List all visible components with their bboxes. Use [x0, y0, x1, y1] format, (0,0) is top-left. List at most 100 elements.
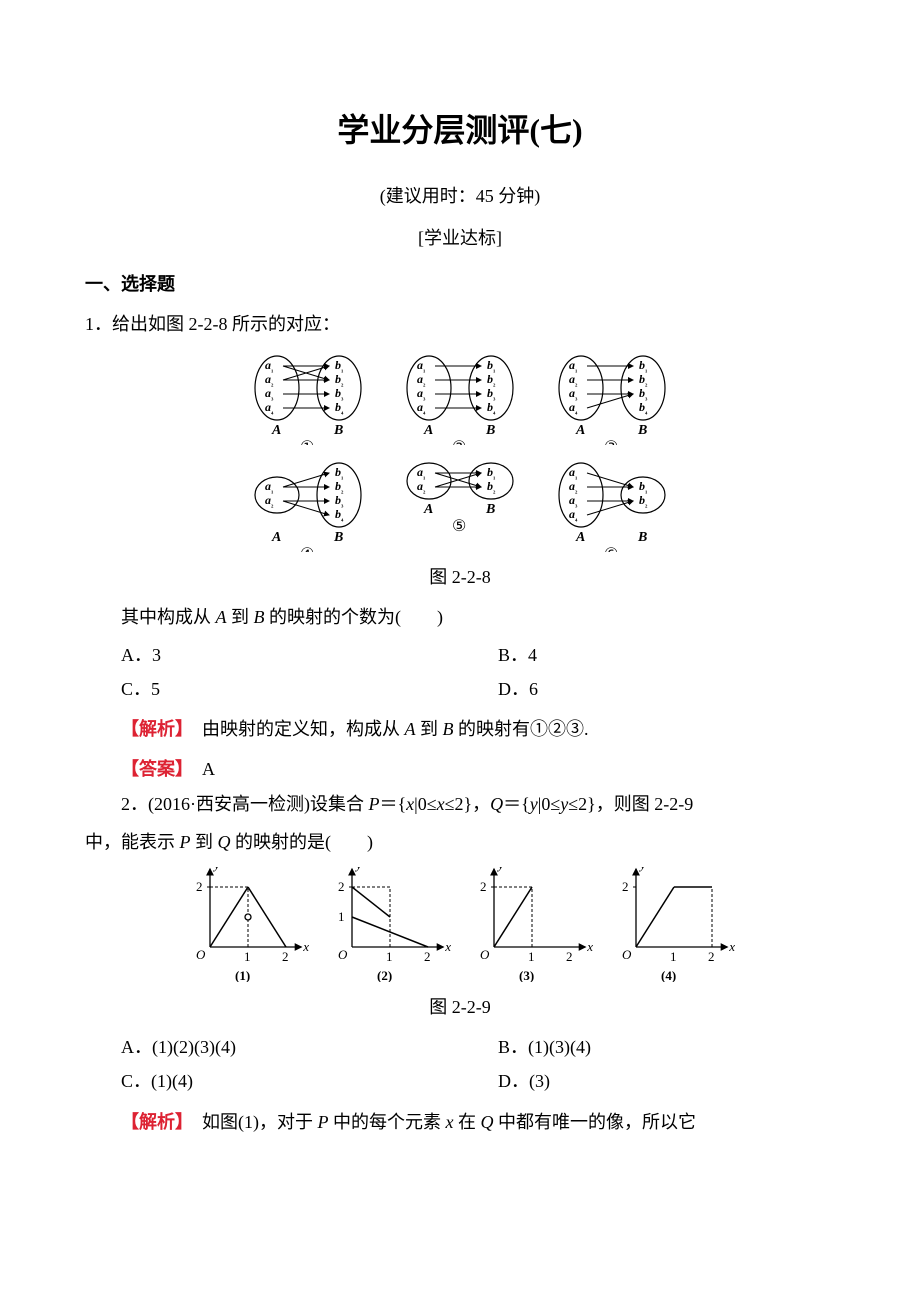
svg-text:a₄: a₄	[569, 400, 578, 415]
svg-text:B: B	[333, 530, 343, 545]
svg-text:b₃: b₃	[639, 386, 648, 401]
svg-text:O: O	[480, 947, 490, 962]
mapping-diagram-t1: a₁a₂a₃a₄b₁b₂b₃b₄AB②	[405, 350, 515, 445]
svg-text:y: y	[212, 867, 220, 872]
svg-text:a₂: a₂	[417, 372, 426, 387]
svg-text:1: 1	[338, 909, 345, 924]
svg-text:y: y	[496, 867, 504, 872]
q1-answer: 【答案】 A	[85, 752, 835, 786]
svg-text:a₄: a₄	[265, 400, 274, 415]
page-title: 学业分层测评(七)	[85, 100, 835, 161]
q1-opt-a: A．3	[121, 638, 458, 672]
q1-stem: 1．给出如图 2-2-8 所示的对应：	[85, 307, 835, 341]
svg-text:a₁: a₁	[569, 465, 578, 480]
svg-text:A: A	[423, 502, 433, 517]
svg-text:a₂: a₂	[265, 493, 274, 508]
svg-text:a₂: a₂	[417, 479, 426, 494]
q2-opt-a: A．(1)(2)(3)(4)	[121, 1030, 458, 1064]
q1-analysis-text: 由映射的定义知，构成从 A 到 B 的映射有①②③.	[184, 719, 589, 739]
svg-text:A: A	[423, 423, 433, 438]
svg-text:⑤: ⑤	[452, 518, 466, 535]
svg-text:(2): (2)	[377, 968, 392, 982]
q1-tail: 其中构成从 A 到 B 的映射的个数为( )	[85, 600, 835, 634]
svg-text:a₂: a₂	[569, 372, 578, 387]
svg-text:2: 2	[622, 879, 629, 894]
svg-text:B: B	[485, 502, 495, 517]
svg-text:b₄: b₄	[335, 400, 344, 415]
svg-text:b₂: b₂	[487, 372, 496, 387]
mapping-diagram-t2: a₁a₂a₃a₄b₁b₂b₃b₄AB③	[557, 350, 667, 445]
svg-text:⑥: ⑥	[604, 546, 618, 552]
svg-text:b₃: b₃	[335, 386, 344, 401]
svg-text:x: x	[444, 939, 451, 954]
svg-text:a₃: a₃	[265, 386, 274, 401]
svg-text:B: B	[637, 530, 647, 545]
svg-text:1: 1	[244, 949, 251, 964]
svg-text:2: 2	[566, 949, 573, 964]
svg-text:A: A	[271, 423, 281, 438]
q1-opt-d: D．6	[498, 672, 835, 706]
svg-text:x: x	[302, 939, 309, 954]
graph-1: xyO2121(2)	[324, 867, 454, 982]
svg-text:a₁: a₁	[265, 358, 274, 373]
svg-text:b₁: b₁	[487, 358, 496, 373]
svg-text:①: ①	[300, 439, 314, 445]
svg-text:y: y	[354, 867, 362, 872]
graph-0: x y O 2 1 2 (1)	[182, 867, 312, 982]
svg-text:b₁: b₁	[335, 465, 344, 480]
q2-opt-d: D．(3)	[498, 1064, 835, 1098]
mapping-diagram-b1: a₁a₂b₁b₂AB⑤	[405, 457, 515, 552]
subtitle: (建议用时：45 分钟)	[85, 179, 835, 213]
svg-text:b₁: b₁	[487, 465, 496, 480]
svg-text:③: ③	[604, 439, 618, 445]
svg-text:④: ④	[300, 546, 314, 552]
svg-text:y: y	[638, 867, 646, 872]
svg-text:A: A	[271, 530, 281, 545]
fig-2-2-9-caption: 图 2-2-9	[85, 990, 835, 1024]
svg-text:2: 2	[480, 879, 487, 894]
svg-text:a₃: a₃	[417, 386, 426, 401]
svg-text:B: B	[485, 423, 495, 438]
svg-text:A: A	[575, 423, 585, 438]
q1-answer-text: A	[184, 759, 215, 779]
graph-3: x y O 2 1 2 (4)	[608, 867, 738, 982]
svg-text:1: 1	[528, 949, 535, 964]
svg-text:a₁: a₁	[569, 358, 578, 373]
analysis-label: 【解析】	[121, 719, 184, 739]
q2-analysis: 【解析】 如图(1)，对于 P 中的每个元素 x 在 Q 中都有唯一的像，所以它	[85, 1105, 835, 1139]
svg-text:b₄: b₄	[335, 507, 344, 522]
svg-text:2: 2	[196, 879, 203, 894]
mapping-diagram-t0: a₁a₂a₃a₄b₁b₂b₃b₄AB①	[253, 350, 363, 445]
svg-text:(4): (4)	[661, 968, 676, 982]
svg-text:b₄: b₄	[639, 400, 648, 415]
svg-text:2: 2	[338, 879, 345, 894]
fig-2-2-8-caption: 图 2-2-8	[85, 560, 835, 594]
svg-text:(1): (1)	[235, 968, 250, 982]
svg-text:O: O	[196, 947, 206, 962]
svg-text:O: O	[622, 947, 632, 962]
svg-text:b₃: b₃	[335, 493, 344, 508]
q1-opt-b: B．4	[498, 638, 835, 672]
figure-2-2-8: a₁a₂a₃a₄b₁b₂b₃b₄AB①a₁a₂a₃a₄b₁b₂b₃b₄AB②a₁…	[85, 350, 835, 552]
svg-text:b₁: b₁	[639, 358, 648, 373]
svg-text:b₄: b₄	[487, 400, 496, 415]
svg-text:a₂: a₂	[265, 372, 274, 387]
q2-analysis-text: 如图(1)，对于 P 中的每个元素 x 在 Q 中都有唯一的像，所以它	[184, 1112, 696, 1132]
svg-text:2: 2	[282, 949, 289, 964]
svg-text:a₁: a₁	[265, 479, 274, 494]
svg-text:b₂: b₂	[487, 479, 496, 494]
svg-text:x: x	[586, 939, 593, 954]
svg-text:1: 1	[670, 949, 677, 964]
svg-text:2: 2	[708, 949, 715, 964]
svg-text:(3): (3)	[519, 968, 534, 982]
svg-text:②: ②	[452, 439, 466, 445]
svg-text:a₂: a₂	[569, 479, 578, 494]
svg-text:b₂: b₂	[335, 372, 344, 387]
figure-2-2-9: xyO212(1)xyO2121(2)xyO212(3)xyO212(4)	[85, 867, 835, 982]
svg-text:a₁: a₁	[417, 358, 426, 373]
q1-analysis: 【解析】 由映射的定义知，构成从 A 到 B 的映射有①②③.	[85, 712, 835, 746]
svg-text:b₁: b₁	[335, 358, 344, 373]
svg-text:x: x	[728, 939, 735, 954]
part-one-heading: 一、选择题	[85, 267, 835, 301]
q2-opt-c: C．(1)(4)	[121, 1064, 458, 1098]
